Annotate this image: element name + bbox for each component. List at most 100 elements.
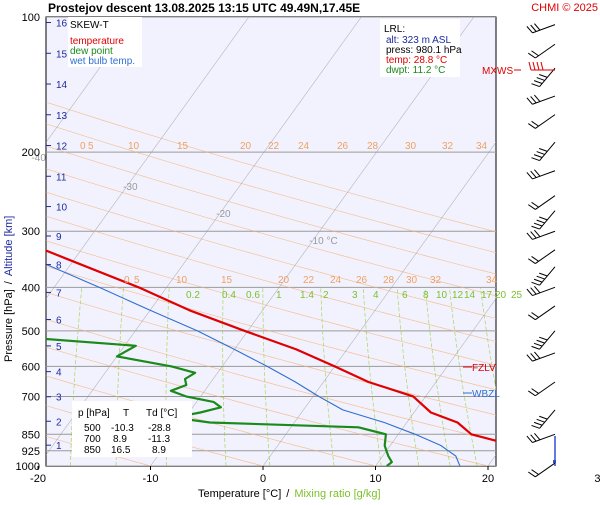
temperature-tick-label: -20 — [30, 473, 46, 485]
wind-barb — [527, 280, 555, 297]
altitude-tick-label: 1 — [56, 441, 62, 452]
altitude-tick-label: 3 — [56, 393, 62, 404]
pressure-tick-label: 1000 — [16, 461, 40, 473]
y-axis-title: Pressure [hPa]/Altitude [km] — [3, 216, 15, 362]
plot-area — [46, 17, 496, 466]
theta-label-lower: 34 — [486, 275, 498, 286]
wind-barb — [527, 89, 555, 106]
pressure-tick-label: 600 — [22, 361, 40, 373]
x-axis-title-sep: / — [286, 488, 290, 500]
pressure-tick-label: 850 — [22, 429, 40, 441]
mixing-ratio-label: 2 — [323, 290, 329, 301]
isotherm-label: -20 — [216, 209, 231, 220]
mixing-ratio-label: 25 — [511, 290, 523, 301]
table-row-2-p: 850 — [84, 445, 101, 456]
altitude-tick-label: 10 — [56, 203, 68, 214]
theta-label-upper: 32 — [442, 141, 454, 152]
altitude-tick-label: 2 — [56, 417, 62, 428]
wind-barb — [532, 326, 555, 352]
altitude-tick-label: 14 — [56, 80, 68, 91]
y-axis-title-pressure: Pressure [hPa] — [3, 289, 15, 362]
wind-barbs — [527, 17, 556, 478]
mixing-ratio-label: 1 — [276, 290, 282, 301]
pressure-tick-label: 100 — [22, 12, 40, 24]
mixing-ratio-label: 0.6 — [246, 290, 260, 301]
pressure-tick-label: 200 — [22, 147, 40, 159]
wind-barb — [532, 405, 555, 431]
table-row-2-td: 8.9 — [152, 445, 166, 456]
theta-label-lower: 20 — [278, 275, 290, 286]
chart-title: Prostejov descent 13.08.2025 13:15 UTC 4… — [48, 1, 360, 15]
x-axis-title-temp: Temperature [°C] — [198, 488, 281, 500]
theta-label-lower: 24 — [330, 275, 342, 286]
theta-label-lower: 32 — [430, 275, 442, 286]
wind-barb — [527, 427, 555, 444]
mixing-ratio-label: 0.2 — [186, 290, 200, 301]
theta-label-lower: 26 — [356, 275, 368, 286]
altitude-tick-label: 4 — [56, 368, 62, 379]
theta-label-lower: 28 — [383, 275, 395, 286]
wind-barb — [528, 456, 555, 478]
table-row-1-td: -11.3 — [148, 434, 170, 445]
theta-label-upper: 10 — [128, 141, 140, 152]
x-axis-title: Temperature [°C]/Mixing ratio [g/kg] — [198, 488, 381, 500]
mixing-ratio-label: 0.4 — [222, 290, 236, 301]
altitude-tick-label: 11 — [56, 172, 67, 183]
mxws-label: MXWS — [482, 66, 513, 77]
mixing-ratio-label: 17 — [481, 290, 493, 301]
theta-label-upper: 5 — [88, 141, 94, 152]
wind-barb — [528, 375, 555, 397]
pressure-tick-label: 400 — [22, 282, 40, 294]
theta-label-upper: 22 — [268, 141, 280, 152]
wind-barb — [532, 137, 555, 163]
altitude-tick-label: 15 — [56, 49, 68, 60]
altitude-tick-label: 16 — [56, 19, 68, 30]
temperature-tick-label: 0 — [260, 473, 266, 485]
table-row-1-p: 700 — [84, 434, 101, 445]
mixing-ratio-label: 6 — [402, 290, 408, 301]
theta-label-lower: 0 — [124, 275, 130, 286]
mxws-barb-feather — [533, 62, 535, 70]
wind-barb — [528, 299, 555, 321]
legend-heading: SKEW-T — [70, 20, 109, 31]
altitude-tick-label: 7 — [56, 288, 62, 299]
credit-label: CHMI © 2025 — [531, 2, 598, 14]
lrl-info: LRL: alt: 323 m ASL press: 980.1 hPa tem… — [380, 19, 462, 77]
mxws-barb-feather — [529, 62, 531, 70]
altitude-tick-label: 9 — [56, 232, 62, 243]
wind-barb — [528, 38, 555, 60]
mixing-ratio-label: 12 — [452, 290, 464, 301]
mixing-ratio-line — [543, 287, 582, 466]
pressure-tick-label: 925 — [22, 446, 40, 458]
theta-label-upper: 15 — [177, 141, 189, 152]
temperature-tick-label: 10 — [369, 473, 381, 485]
theta-label-upper: 26 — [337, 141, 349, 152]
summary-table: p [hPa] T Td [°C] 500 -10.3 -28.8 700 8.… — [72, 401, 192, 457]
lrl-heading: LRL: — [384, 24, 405, 35]
wind-barb — [527, 163, 555, 180]
legend-item-wetbulb: wet bulb temp. — [69, 56, 135, 67]
isotherm-label: -30 — [123, 182, 138, 193]
wind-barb — [528, 243, 555, 265]
theta-label-upper: 24 — [298, 141, 310, 152]
theta-label-upper: 34 — [476, 141, 488, 152]
wind-barb — [532, 262, 555, 288]
surface-wind-dot — [553, 460, 556, 463]
altitude-tick-label: 13 — [56, 111, 68, 122]
mxws-barb-feather — [537, 62, 539, 70]
legend: SKEW-T temperature dew point wet bulb te… — [68, 17, 142, 67]
table-row-1-t: 8.9 — [113, 434, 127, 445]
table-row-0-t: -10.3 — [111, 423, 134, 434]
theta-label-upper: 20 — [240, 141, 252, 152]
theta-label-upper: 28 — [367, 141, 379, 152]
theta-label-lower: 5 — [134, 275, 140, 286]
wind-barb — [528, 189, 555, 211]
mixing-ratio-label: 1.4 — [300, 290, 314, 301]
isotherm-line — [488, 17, 600, 466]
mixing-ratio-label: 4 — [373, 290, 379, 301]
table-header-p: p [hPa] — [78, 408, 110, 419]
mixing-ratio-label: 10 — [436, 290, 448, 301]
pressure-tick-label: 300 — [22, 226, 40, 238]
table-row-2-t: 16.5 — [111, 445, 131, 456]
